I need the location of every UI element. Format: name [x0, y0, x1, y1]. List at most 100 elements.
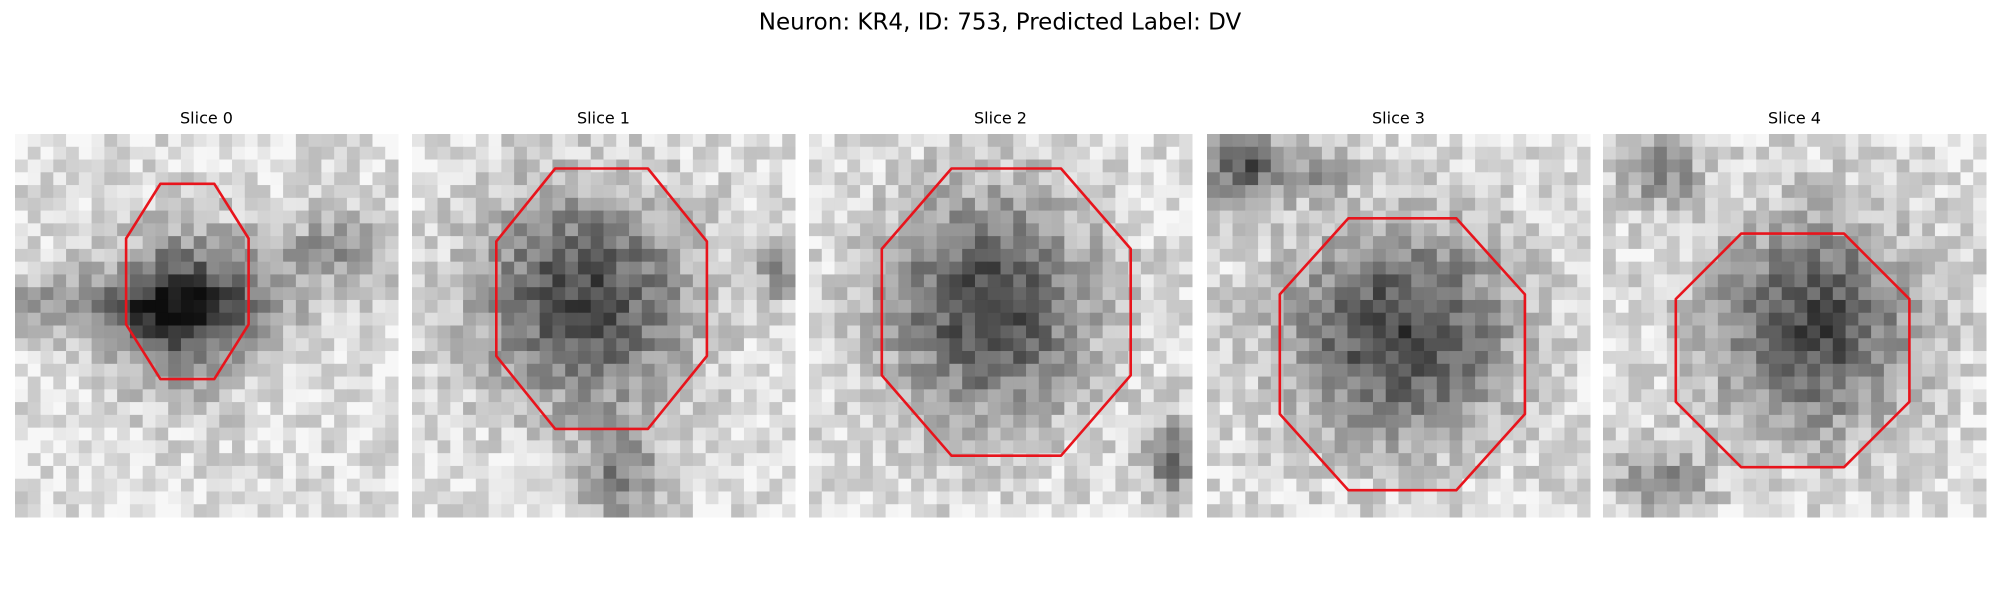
- pixel: [705, 159, 719, 173]
- pixel: [437, 146, 451, 161]
- pixel: [437, 274, 451, 288]
- pixel: [91, 453, 105, 467]
- pixel: [1424, 159, 1438, 173]
- pixel: [987, 363, 1001, 378]
- pixel: [809, 185, 823, 199]
- pixel: [1781, 478, 1795, 492]
- pixel: [463, 172, 477, 186]
- pixel: [667, 325, 681, 339]
- pixel: [974, 338, 989, 352]
- pixel: [1411, 223, 1425, 237]
- pixel: [424, 185, 439, 199]
- pixel: [450, 299, 464, 314]
- pixel: [1781, 465, 1795, 480]
- pixel: [180, 504, 195, 518]
- pixel: [872, 453, 887, 467]
- pixel: [129, 465, 144, 480]
- pixel: [1115, 299, 1129, 314]
- pixel: [1820, 197, 1834, 212]
- pixel: [1628, 491, 1642, 505]
- pixel: [616, 453, 630, 467]
- pixel: [1551, 287, 1565, 301]
- pixel: [616, 223, 630, 237]
- pixel: [565, 134, 579, 148]
- pixel: [1398, 453, 1412, 467]
- pixel: [1922, 453, 1936, 467]
- pixel: [1858, 427, 1872, 441]
- pixel: [1232, 134, 1246, 148]
- pixel: [1347, 414, 1361, 429]
- pixel: [1577, 274, 1591, 288]
- pixel: [1462, 236, 1476, 250]
- pixel: [1166, 248, 1180, 263]
- pixel: [78, 453, 93, 467]
- pixel: [1654, 172, 1668, 186]
- pixel: [321, 478, 335, 492]
- pixel: [257, 185, 271, 199]
- pixel: [1102, 236, 1116, 250]
- pixel: [1551, 338, 1565, 352]
- pixel: [834, 299, 848, 314]
- pixel: [321, 389, 335, 403]
- pixel: [168, 402, 182, 416]
- pixel: [590, 159, 604, 173]
- pixel: [629, 504, 643, 518]
- pixel: [424, 287, 439, 301]
- pixel: [1947, 440, 1961, 454]
- pixel: [1013, 389, 1027, 403]
- pixel: [1436, 146, 1451, 161]
- pixel: [219, 172, 233, 186]
- pixel: [295, 453, 310, 467]
- pixel: [809, 478, 823, 492]
- pixel: [1102, 274, 1116, 288]
- pixel: [1207, 299, 1221, 314]
- pixel: [1603, 338, 1617, 352]
- pixel: [412, 197, 426, 212]
- pixel: [1424, 299, 1438, 314]
- pixel: [1411, 402, 1425, 416]
- pixel: [359, 299, 373, 314]
- pixel: [1347, 440, 1361, 454]
- pixel: [923, 287, 938, 301]
- pixel: [987, 312, 1001, 326]
- pixel: [129, 287, 144, 301]
- pixel: [526, 478, 541, 492]
- pixel: [872, 248, 887, 263]
- pixel: [1577, 236, 1591, 250]
- pixel: [1513, 197, 1527, 212]
- pixel: [321, 325, 335, 339]
- pixel: [923, 299, 938, 314]
- pixel: [731, 197, 745, 212]
- pixel: [1768, 465, 1783, 480]
- pixel: [244, 248, 259, 263]
- pixel: [641, 312, 656, 326]
- pixel: [1871, 325, 1885, 339]
- pixel: [1232, 159, 1246, 173]
- pixel: [104, 389, 118, 403]
- pixel: [1641, 146, 1655, 161]
- pixel: [1743, 414, 1757, 429]
- pixel: [1820, 351, 1834, 365]
- pixel: [577, 210, 592, 224]
- pixel: [1717, 363, 1732, 378]
- pixel: [437, 197, 451, 212]
- pixel: [629, 402, 643, 416]
- pixel: [27, 287, 42, 301]
- pixel: [206, 402, 220, 416]
- pixel: [565, 299, 579, 314]
- pixel: [1973, 185, 1987, 199]
- pixel: [1424, 236, 1438, 250]
- pixel: [705, 248, 719, 263]
- pixel: [1896, 376, 1910, 390]
- pixel: [1564, 491, 1578, 505]
- pixel: [1551, 172, 1565, 186]
- pixel: [1960, 414, 1974, 429]
- pixel: [514, 261, 528, 275]
- pixel: [1372, 351, 1387, 365]
- pixel: [667, 223, 681, 237]
- pixel: [15, 261, 29, 275]
- pixel: [53, 504, 67, 518]
- pixel: [1411, 312, 1425, 326]
- pixel: [949, 504, 963, 518]
- pixel: [1743, 389, 1757, 403]
